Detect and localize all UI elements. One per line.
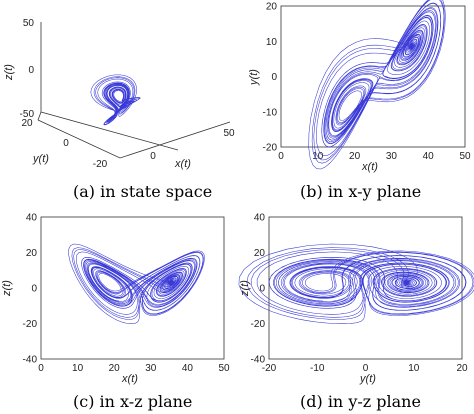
x-tick-label: 50 [218,363,230,374]
x-tick-label: -20 [262,363,277,374]
x-tick-label: 30 [145,363,157,374]
y-tick-label: -20 [251,319,266,330]
x-tick-label: 0 [363,363,369,374]
attractor-trace-yz [238,243,474,324]
plot-frame-c [40,216,225,360]
z-tick-label: -50 [20,109,35,120]
y-axis-label-b: y(t) [248,69,260,86]
x-tick-label: 10 [72,363,84,374]
y-tick-label: -10 [263,107,278,118]
attractor-trace-xz [68,243,205,324]
y-tick-label: -40 [251,355,266,366]
axis-3d-box [37,22,231,159]
attractor-trace-xy [308,0,446,170]
z-axis-label: z(t) [3,64,15,81]
x-tick-label: 0 [38,363,44,374]
attractor-trace-3d [90,74,141,126]
caption-b: (b) in x-y plane [300,182,421,201]
x-tick-label: 10 [312,151,324,162]
y-tick-label: 20 [26,248,38,259]
panel-xy-plane: 0 10 20 30 40 50 20 10 0 -10 -20 x(t) y(t) (b) in … [248,0,471,201]
x-tick-label: 10 [408,363,420,374]
z-tick-label: 50 [23,18,35,29]
x-tick-label: 40 [423,151,435,162]
caption-a: (a) in state space [73,182,212,201]
y-tick-label: 20 [21,118,33,129]
x-tick-label: 20 [456,363,468,374]
y-tick-label: 0 [31,284,37,295]
y-tick-label: -20 [263,143,278,154]
caption-c: (c) in x-z plane [73,392,192,411]
y-tick-label: -40 [23,355,38,366]
y-tick-label: 0 [63,138,69,149]
y-tick-label: 0 [271,72,277,83]
z-tick-label: 0 [28,65,34,76]
x-tick-label: 20 [349,151,361,162]
y-tick-label: 0 [259,284,265,295]
x-tick-label: 0 [278,151,284,162]
y-tick-label: -20 [23,319,38,330]
x-tick-label: -20 [93,159,108,170]
y-axis-label-d: z(t) [239,280,251,297]
y-axis-label-c: z(t) [1,280,13,297]
x-axis-label-c: x(t) [121,373,138,385]
y-tick-label: 10 [266,37,278,48]
x-tick-label: 40 [182,363,194,374]
plot-frame-b [280,5,466,148]
x-tick-label: 30 [386,151,398,162]
y-tick-label: 40 [254,213,266,224]
y-tick-label: 40 [26,213,38,224]
x-axis-label-b: x(t) [361,161,378,173]
x-axis-label: x(t) [174,158,191,170]
caption-d: (d) in y-z plane [300,392,421,411]
y-axis-label: y(t) [32,153,49,165]
x-tick-label: 50 [459,151,471,162]
x-axis-label-d: y(t) [359,373,376,385]
x-tick-label: -10 [310,363,325,374]
panel-xz-plane: 0 10 20 30 40 50 40 20 0 -20 -40 x(t) z(t) (c) in … [1,213,230,412]
x-tick-label: 20 [109,363,121,374]
x-tick-label: 0 [150,151,156,162]
y-tick-label: 20 [254,248,266,259]
plot-frame-d [268,216,463,360]
x-tick-label: 50 [223,128,235,139]
y-tick-label: 20 [266,2,278,13]
